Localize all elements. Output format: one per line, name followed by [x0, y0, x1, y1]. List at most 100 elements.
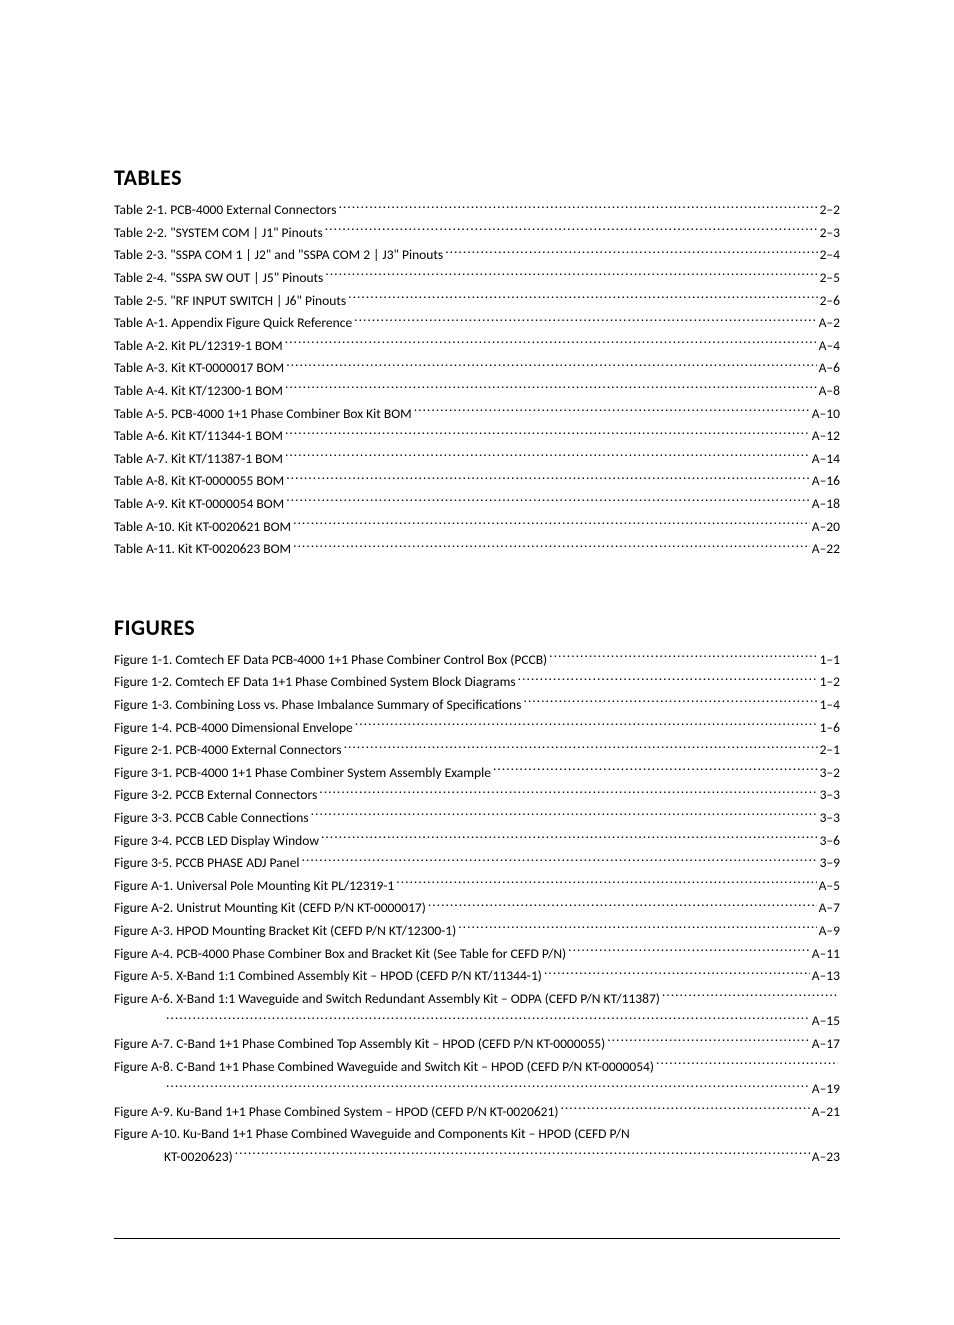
toc-entry-label: Table A-6. Kit KT/11344-1 BOM [114, 425, 283, 447]
toc-entry: Figure A-3. HPOD Mounting Bracket Kit (C… [114, 920, 840, 942]
toc-entry-label: Figure A-2. Unistrut Mounting Kit (CEFD … [114, 897, 426, 919]
toc-dots [235, 1147, 810, 1161]
toc-entry-label: Figure 3-3. PCCB Cable Connections [114, 807, 309, 829]
toc-entry-page: 2–1 [820, 739, 840, 761]
toc-entry-page: 2–6 [820, 290, 840, 312]
toc-entry-page: A–19 [812, 1078, 840, 1100]
toc-dots [493, 763, 818, 777]
toc-entry-page: 2–3 [820, 222, 840, 244]
tables-list: Table 2-1. PCB-4000 External Connectors2… [114, 199, 840, 560]
figures-list: Figure 1-1. Comtech EF Data PCB-4000 1+1… [114, 649, 840, 1168]
toc-entry: Figure 1-3. Combining Loss vs. Phase Imb… [114, 694, 840, 716]
toc-entry-page: 3–3 [820, 807, 840, 829]
toc-entry-page: A–22 [812, 538, 840, 560]
toc-entry: Table A-5. PCB-4000 1+1 Phase Combiner B… [114, 403, 840, 425]
toc-entry-page: 3–2 [820, 762, 840, 784]
toc-entry-page: A–7 [819, 897, 840, 919]
toc-dots [445, 246, 817, 260]
toc-entry-page: 2–5 [820, 267, 840, 289]
toc-entry-label: Table A-8. Kit KT-0000055 BOM [114, 470, 284, 492]
toc-entry-label: Table A-11. Kit KT-0020623 BOM [114, 538, 291, 560]
toc-entry: Table 2-1. PCB-4000 External Connectors2… [114, 199, 840, 221]
toc-entry: Figure 3-4. PCCB LED Display Window3–6 [114, 830, 840, 852]
toc-entry-page: A–5 [819, 875, 840, 897]
toc-dots [286, 359, 816, 373]
tables-heading: TABLES [114, 160, 840, 195]
toc-entry-label: Table 2-2. "SYSTEM COM | J1" Pinouts [114, 222, 323, 244]
toc-dots [348, 291, 817, 305]
toc-dots [523, 696, 817, 710]
toc-dots [458, 922, 816, 936]
toc-entry: Figure A-4. PCB-4000 Phase Combiner Box … [114, 943, 840, 965]
toc-dots [568, 944, 810, 958]
toc-dots [662, 989, 838, 1003]
toc-entry-page: A–6 [819, 357, 840, 379]
toc-dots [293, 540, 810, 554]
toc-entry-page: 1–4 [820, 694, 840, 716]
toc-entry: Table A-3. Kit KT-0000017 BOMA–6 [114, 357, 840, 379]
footer-divider [114, 1238, 840, 1245]
toc-entry-label: Table A-9. Kit KT-0000054 BOM [114, 493, 284, 515]
toc-entry-label: Table A-5. PCB-4000 1+1 Phase Combiner B… [114, 403, 412, 425]
toc-entry-page: A–8 [819, 380, 840, 402]
toc-entry: Figure A-10. Ku-Band 1+1 Phase Combined … [114, 1123, 840, 1145]
toc-entry-label: Table 2-4. "SSPA SW OUT | J5" Pinouts [114, 267, 323, 289]
toc-entry-label: Figure A-8. C-Band 1+1 Phase Combined Wa… [114, 1056, 654, 1078]
toc-dots [166, 1012, 810, 1026]
toc-entry-label: Figure A-10. Ku-Band 1+1 Phase Combined … [114, 1123, 630, 1145]
toc-entry-label: Table 2-3. "SSPA COM 1 | J2" and "SSPA C… [114, 244, 443, 266]
toc-entry-page: 1–6 [820, 717, 840, 739]
toc-entry-page: A–17 [812, 1033, 840, 1055]
toc-entry-page: A–21 [812, 1101, 840, 1123]
toc-entry-page: 3–6 [820, 830, 840, 852]
toc-dots [354, 314, 816, 328]
toc-entry: Figure A-5. X-Band 1:1 Combined Assembly… [114, 965, 840, 987]
toc-dots [311, 809, 818, 823]
tables-section: TABLES Table 2-1. PCB-4000 External Conn… [114, 160, 840, 560]
toc-entry: Figure A-6. X-Band 1:1 Waveguide and Swi… [114, 988, 840, 1010]
toc-entry: Table A-8. Kit KT-0000055 BOM A–16 [114, 470, 840, 492]
toc-entry: Figure A-9. Ku-Band 1+1 Phase Combined S… [114, 1101, 840, 1123]
toc-entry-page: A–4 [819, 335, 840, 357]
toc-dots [518, 673, 818, 687]
toc-dots [302, 854, 818, 868]
toc-entry: Figure A-8. C-Band 1+1 Phase Combined Wa… [114, 1056, 840, 1078]
toc-entry-page: A–14 [812, 448, 840, 470]
toc-entry-label: Figure A-9. Ku-Band 1+1 Phase Combined S… [114, 1101, 558, 1123]
toc-entry-page: A–16 [812, 470, 840, 492]
toc-entry-label: Figure A-6. X-Band 1:1 Waveguide and Swi… [114, 988, 660, 1010]
toc-entry-label: Table A-1. Appendix Figure Quick Referen… [114, 312, 352, 334]
toc-dots [355, 718, 818, 732]
toc-entry: Table 2-2. "SYSTEM COM | J1" Pinouts 2–3 [114, 222, 840, 244]
toc-dots [285, 427, 810, 441]
toc-entry-page: 3–3 [820, 784, 840, 806]
toc-dots [285, 449, 810, 463]
toc-entry-label: Figure A-3. HPOD Mounting Bracket Kit (C… [114, 920, 456, 942]
toc-entry: Table 2-5. "RF INPUT SWITCH | J6" Pinout… [114, 290, 840, 312]
toc-entry-page: A–23 [812, 1146, 840, 1168]
toc-entry-label: Figure A-4. PCB-4000 Phase Combiner Box … [114, 943, 566, 965]
toc-entry-page: A–15 [812, 1010, 840, 1032]
toc-entry: Figure 3-2. PCCB External Connectors3–3 [114, 784, 840, 806]
toc-entry-label: Figure 1-3. Combining Loss vs. Phase Imb… [114, 694, 521, 716]
toc-entry-page: 1–1 [820, 649, 840, 671]
toc-entry-page: A–9 [819, 920, 840, 942]
toc-dots [285, 381, 817, 395]
toc-entry-label: Figure A-1. Universal Pole Mounting Kit … [114, 875, 394, 897]
toc-entry-continuation-label: KT-0020623) [164, 1146, 233, 1168]
toc-dots [325, 223, 818, 237]
figures-section: FIGURES Figure 1-1. Comtech EF Data PCB-… [114, 610, 840, 1168]
toc-entry: Table A-4. Kit KT/12300-1 BOMA–8 [114, 380, 840, 402]
toc-dots [396, 876, 816, 890]
toc-entry: Table 2-4. "SSPA SW OUT | J5" Pinouts 2–5 [114, 267, 840, 289]
toc-entry-continuation: KT-0020623) A–23 [164, 1146, 840, 1168]
toc-dots [166, 1080, 810, 1094]
toc-entry-label: Figure 1-1. Comtech EF Data PCB-4000 1+1… [114, 649, 547, 671]
toc-entry: Figure A-1. Universal Pole Mounting Kit … [114, 875, 840, 897]
toc-entry: Figure 1-4. PCB-4000 Dimensional Envelop… [114, 717, 840, 739]
toc-dots [338, 201, 817, 215]
toc-entry-page: A–11 [812, 943, 840, 965]
toc-entry: Figure 1-1. Comtech EF Data PCB-4000 1+1… [114, 649, 840, 671]
toc-dots [560, 1102, 809, 1116]
toc-entry-page: 2–2 [820, 199, 840, 221]
